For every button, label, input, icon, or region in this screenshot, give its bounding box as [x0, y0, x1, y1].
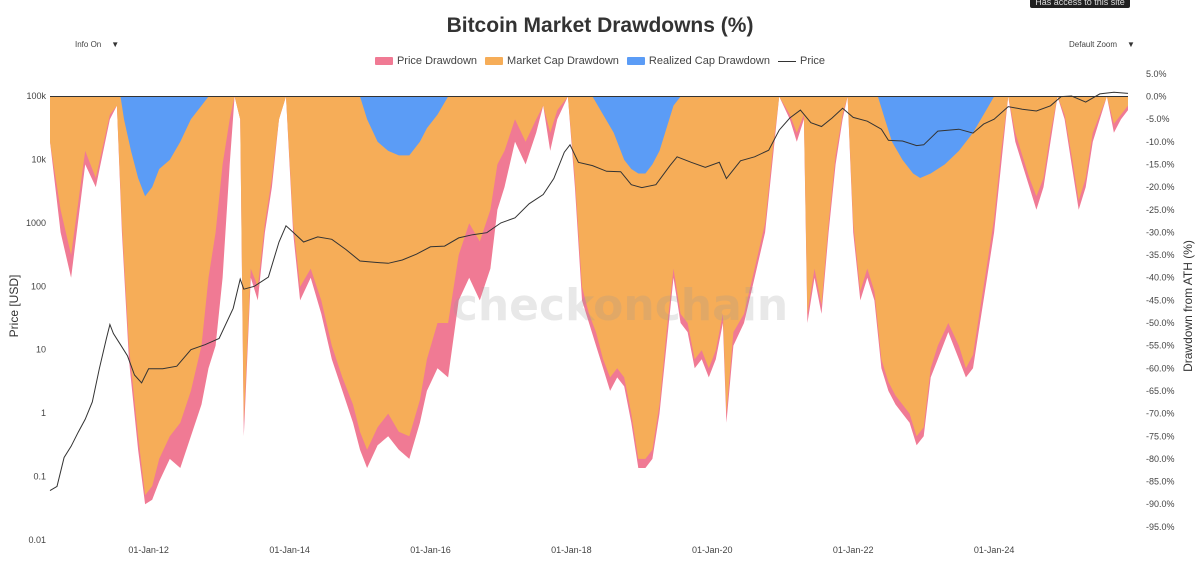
- y-right-tick-label: -35.0%: [1146, 250, 1175, 260]
- series-layer: [49, 91, 1129, 505]
- y-right-tick-label: -15.0%: [1146, 159, 1175, 169]
- legend-label: Market Cap Drawdown: [507, 55, 619, 67]
- legend-item-price[interactable]: Price: [777, 55, 826, 67]
- legend-swatch-market-cap-drawdown: [485, 57, 504, 65]
- y-left-tick-label: 0.01: [28, 535, 46, 545]
- x-tick-label: 01-Jan-12: [128, 545, 169, 555]
- line-price: [49, 91, 1129, 492]
- y-axis-right: 5.0% 0.0% -5.0% -10.0% -15.0% -20.0% -25.0% -30…: [1146, 69, 1175, 532]
- legend-item-realized-cap-drawdown[interactable]: Realized Cap Drawdown: [626, 55, 770, 67]
- chevron-down-icon: ▼: [1127, 39, 1135, 49]
- y-axis-right-title: Drawdown from ATH (%): [1181, 240, 1195, 372]
- x-tick-label: 01-Jan-20: [692, 545, 733, 555]
- y-left-tick-label: 1000: [26, 218, 46, 228]
- info-toggle-dropdown[interactable]: Info On ▼: [75, 36, 119, 52]
- zoom-select-label: Default Zoom: [1069, 39, 1118, 49]
- y-right-tick-label: -10.0%: [1146, 137, 1175, 147]
- y-right-tick-label: -90.0%: [1146, 499, 1175, 509]
- legend-label: Price: [799, 55, 826, 67]
- y-left-tick-label: 10k: [31, 154, 46, 164]
- legend-label: Price Drawdown: [396, 55, 478, 67]
- y-right-tick-label: -60.0%: [1146, 363, 1175, 373]
- y-left-tick-label: 100k: [26, 91, 46, 101]
- chevron-down-icon: ▼: [111, 39, 120, 49]
- y-right-tick-label: -50.0%: [1146, 318, 1175, 328]
- site-access-tooltip: Has access to this site: [1030, 0, 1130, 8]
- chart-title: Bitcoin Market Drawdowns (%): [446, 14, 754, 37]
- y-left-tick-label: 1: [41, 408, 46, 418]
- y-right-tick-label: -95.0%: [1146, 522, 1175, 532]
- y-right-tick-label: -45.0%: [1146, 295, 1175, 305]
- area-realized-cap-drawdown: [50, 96, 1128, 197]
- area-market-cap-drawdown: [50, 96, 1128, 496]
- y-right-tick-label: -40.0%: [1146, 273, 1175, 283]
- legend-item-market-cap-drawdown[interactable]: Market Cap Drawdown: [485, 55, 619, 67]
- y-right-tick-label: -75.0%: [1146, 431, 1175, 441]
- legend-swatch-realized-cap-drawdown: [626, 57, 645, 65]
- x-axis: 01-Jan-12 01-Jan-14 01-Jan-16 01-Jan-18 01-J…: [128, 545, 1014, 555]
- legend-item-price-drawdown[interactable]: Price Drawdown: [374, 55, 478, 67]
- y-right-tick-label: -20.0%: [1146, 182, 1175, 192]
- y-left-tick-label: 100: [31, 281, 46, 291]
- y-left-tick-label: 0.1: [33, 472, 46, 482]
- y-axis-left: 100k 10k 1000 100 10 1 0.1 0.01: [26, 91, 47, 545]
- y-right-tick-label: 0.0%: [1146, 92, 1167, 102]
- zoom-select-dropdown[interactable]: Default Zoom ▼: [1069, 36, 1135, 52]
- y-right-tick-label: 5.0%: [1146, 69, 1167, 79]
- y-left-tick-label: 10: [36, 345, 46, 355]
- chart-legend: Price Drawdown Market Cap Drawdown Reali…: [0, 55, 1200, 67]
- info-toggle-label: Info On: [75, 39, 102, 49]
- y-right-tick-label: -25.0%: [1146, 205, 1175, 215]
- y-right-tick-label: -5.0%: [1146, 114, 1170, 124]
- y-right-tick-label: -65.0%: [1146, 386, 1175, 396]
- x-tick-label: 01-Jan-22: [833, 545, 874, 555]
- legend-swatch-price-drawdown: [374, 57, 393, 65]
- y-right-tick-label: -85.0%: [1146, 477, 1175, 487]
- legend-swatch-price: [777, 60, 796, 62]
- y-axis-left-title: Price [USD]: [7, 275, 21, 338]
- legend-label: Realized Cap Drawdown: [648, 55, 770, 67]
- x-tick-label: 01-Jan-16: [410, 545, 451, 555]
- y-right-tick-label: -70.0%: [1146, 409, 1175, 419]
- x-tick-label: 01-Jan-18: [551, 545, 592, 555]
- watermark-text: checkonchain: [452, 280, 788, 331]
- x-tick-label: 01-Jan-14: [269, 545, 310, 555]
- y-right-tick-label: -80.0%: [1146, 454, 1175, 464]
- y-right-tick-label: -55.0%: [1146, 341, 1175, 351]
- x-tick-label: 01-Jan-24: [974, 545, 1015, 555]
- y-right-tick-label: -30.0%: [1146, 227, 1175, 237]
